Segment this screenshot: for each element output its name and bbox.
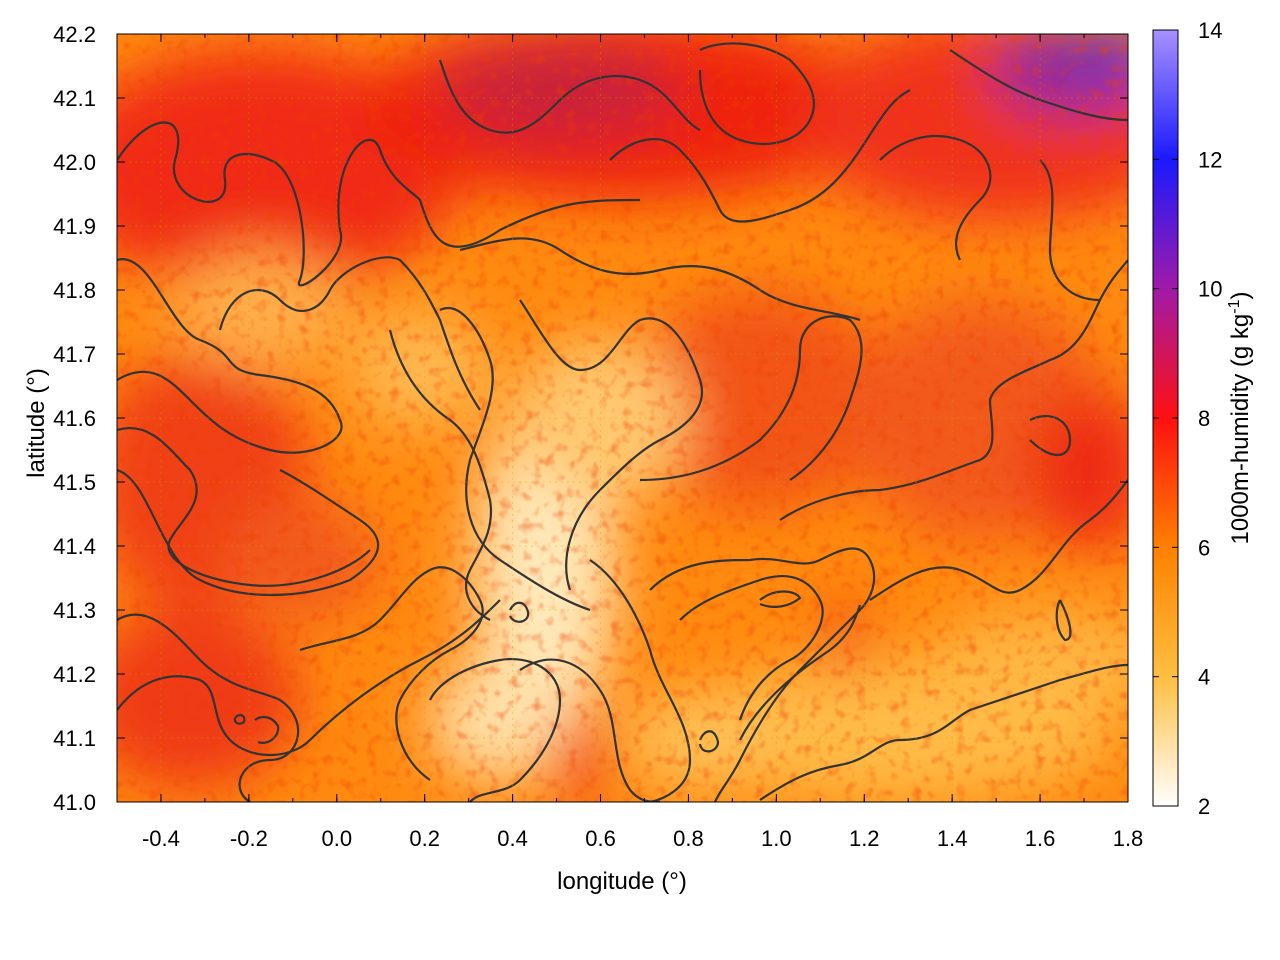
contour-line bbox=[299, 566, 484, 781]
contour-line bbox=[218, 256, 481, 411]
x-axis-title: longitude (°) bbox=[557, 868, 687, 895]
y-tick-label: 41.1 bbox=[53, 726, 96, 751]
x-tick-label: -0.4 bbox=[142, 826, 180, 851]
x-tick-label: 1.6 bbox=[1025, 826, 1056, 851]
contour-line bbox=[459, 237, 861, 322]
contour-line bbox=[779, 259, 1128, 521]
colorbar-tick-label: 10 bbox=[1198, 277, 1222, 302]
y-tick-label: 41.3 bbox=[53, 598, 96, 623]
x-tick-label: 0.6 bbox=[585, 826, 616, 851]
contour-line bbox=[739, 604, 862, 741]
contour-line bbox=[233, 713, 246, 725]
contour-line bbox=[949, 49, 1128, 122]
y-tick-label: 41.6 bbox=[53, 406, 96, 431]
x-tick-label: 0.4 bbox=[497, 826, 528, 851]
contour-line bbox=[117, 468, 380, 597]
contour-line bbox=[759, 663, 1128, 801]
colorbar-tick-label: 4 bbox=[1198, 665, 1210, 690]
contour-line bbox=[117, 599, 501, 757]
contour-line bbox=[879, 135, 992, 261]
x-tick-label: 0.8 bbox=[673, 826, 704, 851]
contour-line bbox=[438, 59, 701, 134]
y-tick-label: 41.4 bbox=[53, 534, 96, 559]
x-tick-label: 1.2 bbox=[849, 826, 880, 851]
contour-line bbox=[254, 715, 280, 744]
plot-area bbox=[117, 34, 1128, 802]
contour-line bbox=[589, 559, 692, 802]
y-tick-label: 41.5 bbox=[53, 470, 96, 495]
x-axis: -0.4 -0.2 0.0 0.2 0.4 0.6 0.8 1.0 1.2 1.4 1.6 1.8 bbox=[116, 34, 1144, 851]
field-speckle bbox=[117, 34, 1128, 802]
gridlines bbox=[117, 34, 1128, 802]
y-axis: 41.0 41.1 41.2 41.3 41.4 41.5 41.6 41.7 41.8 41.9… bbox=[53, 22, 1128, 815]
colorbar-title: 1000m-humidity (g kg-1) bbox=[1226, 292, 1254, 545]
y-tick-label: 42.2 bbox=[53, 22, 96, 47]
y-tick-label: 42.0 bbox=[53, 150, 96, 175]
x-tick-label: -0.2 bbox=[230, 826, 268, 851]
contour-line bbox=[117, 121, 641, 287]
y-tick-label: 42.1 bbox=[53, 86, 96, 111]
x-tick-label: 1.0 bbox=[761, 826, 792, 851]
colorbar-tick-label: 14 bbox=[1198, 18, 1222, 43]
y-tick-label: 41.7 bbox=[53, 342, 96, 367]
contour-line bbox=[429, 657, 562, 802]
x-tick-label: 1.4 bbox=[937, 826, 968, 851]
contour-line bbox=[117, 613, 300, 802]
colorbar-title-close: ) bbox=[1227, 292, 1254, 300]
contour-line bbox=[609, 89, 911, 223]
contour-line bbox=[117, 427, 371, 587]
contour-line bbox=[679, 575, 824, 721]
contour-line bbox=[759, 590, 802, 608]
contour-line bbox=[639, 315, 863, 482]
x-tick-label: 1.8 bbox=[1113, 826, 1144, 851]
contour-lines bbox=[117, 42, 1128, 802]
contour-line bbox=[117, 258, 343, 454]
colorbar-axis: 2 4 6 8 10 12 14 bbox=[1153, 18, 1222, 819]
contour-line bbox=[519, 299, 703, 591]
contour-line bbox=[1055, 599, 1072, 642]
y-tick-label: 41.2 bbox=[53, 662, 96, 687]
y-tick-label: 41.9 bbox=[53, 214, 96, 239]
colorbar-tick-label: 2 bbox=[1198, 794, 1210, 819]
contour-line bbox=[439, 307, 591, 612]
contour-line bbox=[509, 601, 530, 623]
x-tick-label: 0.2 bbox=[409, 826, 440, 851]
contour-line bbox=[698, 42, 815, 145]
contour-line bbox=[388, 329, 493, 621]
contour-line bbox=[1039, 159, 1101, 302]
colorbar-title-exponent: -1 bbox=[1226, 299, 1243, 313]
colorbar-tick-label: 8 bbox=[1198, 406, 1210, 431]
y-tick-label: 41.0 bbox=[53, 790, 96, 815]
x-tick-label: 0.0 bbox=[321, 826, 352, 851]
colorbar-tick-label: 6 bbox=[1198, 535, 1210, 560]
y-tick-label: 41.8 bbox=[53, 278, 96, 303]
colorbar-title-base: 1000m-humidity (g kg bbox=[1227, 314, 1254, 545]
contour-line bbox=[869, 479, 1128, 601]
contour-line bbox=[519, 658, 661, 802]
contour-line bbox=[649, 547, 876, 802]
y-axis-title: latitude (°) bbox=[23, 368, 50, 478]
contour-line bbox=[698, 730, 720, 753]
contour-line bbox=[1029, 415, 1072, 456]
colorbar-tick-label: 12 bbox=[1198, 147, 1222, 172]
